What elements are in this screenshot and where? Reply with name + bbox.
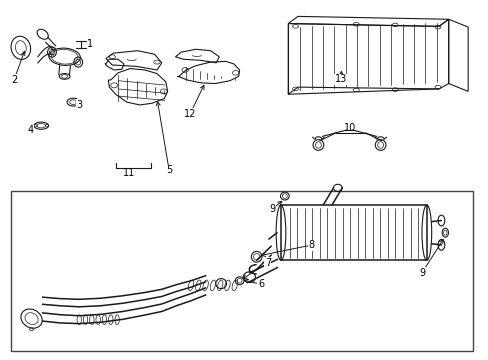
Text: 1: 1 [87, 39, 93, 49]
Text: 6: 6 [258, 279, 264, 289]
Text: 8: 8 [308, 240, 314, 250]
Bar [281, 205, 426, 260]
Text: 12: 12 [183, 109, 196, 119]
Text: 3: 3 [76, 100, 82, 110]
Text: 5: 5 [165, 165, 172, 175]
Text: 2: 2 [11, 75, 17, 85]
Text: 9: 9 [418, 268, 424, 278]
Text: 9: 9 [269, 203, 275, 213]
Text: 4: 4 [27, 125, 34, 135]
Bar [11, 191, 472, 351]
Text: 7: 7 [264, 258, 270, 268]
Text: 11: 11 [122, 168, 135, 178]
Text: 13: 13 [334, 74, 346, 84]
Text: 10: 10 [344, 123, 356, 133]
